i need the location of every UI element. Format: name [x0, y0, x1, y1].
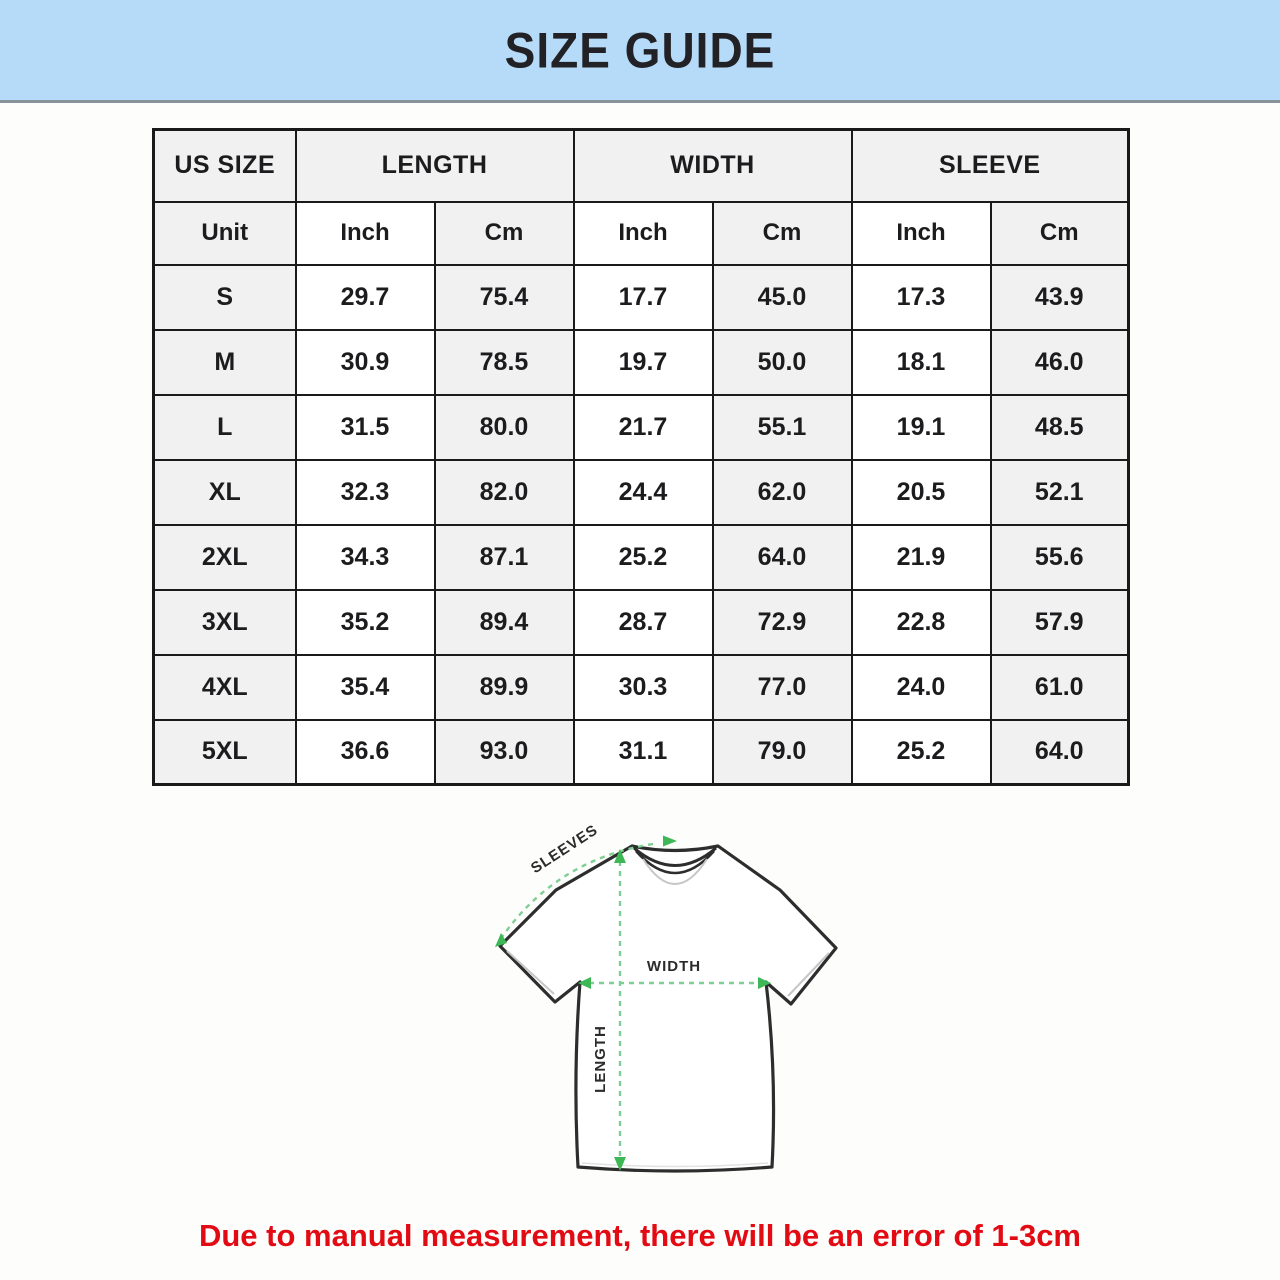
- measurement-cell: 89.9: [433, 653, 575, 721]
- measurement-cell: 31.5: [294, 393, 436, 461]
- unit-cell: Inch: [850, 200, 992, 266]
- size-cell: S: [152, 263, 297, 331]
- measurement-cell: 61.0: [989, 653, 1130, 721]
- tshirt-diagram: SLEEVES WIDTH LENGTH: [455, 803, 855, 1185]
- measurement-cell: 18.1: [850, 328, 992, 396]
- tshirt-outline: [498, 844, 838, 1173]
- table-row: S 29.7 75.4 17.7 45.0 17.3 43.9: [152, 263, 1130, 331]
- measurement-cell: 62.0: [711, 458, 853, 526]
- measurement-cell: 20.5: [850, 458, 992, 526]
- column-header-width: WIDTH: [572, 128, 853, 203]
- width-label: WIDTH: [647, 958, 701, 975]
- measurement-cell: 24.0: [850, 653, 992, 721]
- measurement-cell: 87.1: [433, 523, 575, 591]
- measurement-cell: 93.0: [433, 718, 575, 786]
- measurement-cell: 82.0: [433, 458, 575, 526]
- length-label: LENGTH: [592, 1025, 609, 1093]
- measurement-cell: 80.0: [433, 393, 575, 461]
- measurement-cell: 25.2: [572, 523, 714, 591]
- size-cell: 4XL: [152, 653, 297, 721]
- measurement-cell: 19.7: [572, 328, 714, 396]
- measurement-cell: 17.3: [850, 263, 992, 331]
- measurement-cell: 32.3: [294, 458, 436, 526]
- table-row: XL 32.3 82.0 24.4 62.0 20.5 52.1: [152, 458, 1130, 526]
- measurement-cell: 43.9: [989, 263, 1130, 331]
- column-header-length: LENGTH: [294, 128, 575, 203]
- footer-note: Due to manual measurement, there will be…: [198, 1218, 1082, 1253]
- measurement-cell: 64.0: [989, 718, 1130, 786]
- measurement-cell: 24.4: [572, 458, 714, 526]
- sleeve-arrow: [495, 835, 677, 947]
- measurement-cell: 78.5: [433, 328, 575, 396]
- unit-cell: Unit: [152, 200, 297, 266]
- measurement-cell: 28.7: [572, 588, 714, 656]
- measurement-cell: 64.0: [711, 523, 853, 591]
- size-cell: 3XL: [152, 588, 297, 656]
- size-cell: 2XL: [152, 523, 297, 591]
- table-row: M 30.9 78.5 19.7 50.0 18.1 46.0: [152, 328, 1130, 396]
- measurement-cell: 52.1: [989, 458, 1130, 526]
- measurement-cell: 57.9: [989, 588, 1130, 656]
- measurement-cell: 45.0: [711, 263, 853, 331]
- measurement-cell: 75.4: [433, 263, 575, 331]
- unit-cell: Cm: [989, 200, 1130, 266]
- unit-row: Unit Inch Cm Inch Cm Inch Cm: [152, 200, 1130, 266]
- banner: SIZE GUIDE: [0, 0, 1280, 103]
- measurement-cell: 34.3: [294, 523, 436, 591]
- measurement-cell: 31.1: [572, 718, 714, 786]
- size-cell: M: [152, 328, 297, 396]
- measurement-cell: 17.7: [572, 263, 714, 331]
- page-title: SIZE GUIDE: [504, 21, 776, 79]
- measurement-cell: 29.7: [294, 263, 436, 331]
- measurement-cell: 35.2: [294, 588, 436, 656]
- measurement-cell: 55.6: [989, 523, 1130, 591]
- unit-cell: Cm: [433, 200, 575, 266]
- measurement-cell: 25.2: [850, 718, 992, 786]
- measurement-cell: 50.0: [711, 328, 853, 396]
- measurement-cell: 72.9: [711, 588, 853, 656]
- measurement-cell: 35.4: [294, 653, 436, 721]
- column-header-sleeve: SLEEVE: [850, 128, 1130, 203]
- measurement-cell: 21.9: [850, 523, 992, 591]
- table-row: 2XL 34.3 87.1 25.2 64.0 21.9 55.6: [152, 523, 1130, 591]
- measurement-cell: 30.3: [572, 653, 714, 721]
- table-row: 5XL 36.6 93.0 31.1 79.0 25.2 64.0: [152, 718, 1130, 786]
- table-row: 4XL 35.4 89.9 30.3 77.0 24.0 61.0: [152, 653, 1130, 721]
- measurement-cell: 36.6: [294, 718, 436, 786]
- measurement-cell: 19.1: [850, 393, 992, 461]
- unit-cell: Inch: [294, 200, 436, 266]
- unit-cell: Cm: [711, 200, 853, 266]
- table-row: L 31.5 80.0 21.7 55.1 19.1 48.5: [152, 393, 1130, 461]
- size-table: US SIZE LENGTH WIDTH SLEEVE Unit Inch Cm…: [152, 128, 1131, 786]
- measurement-cell: 79.0: [711, 718, 853, 786]
- size-cell: XL: [152, 458, 297, 526]
- size-cell: L: [152, 393, 297, 461]
- table-row: 3XL 35.2 89.4 28.7 72.9 22.8 57.9: [152, 588, 1130, 656]
- width-arrow: [578, 977, 771, 989]
- measurement-cell: 46.0: [989, 328, 1130, 396]
- unit-cell: Inch: [572, 200, 714, 266]
- measurement-cell: 55.1: [711, 393, 853, 461]
- column-header-us-size: US SIZE: [152, 128, 297, 203]
- size-cell: 5XL: [152, 718, 297, 786]
- measurement-cell: 89.4: [433, 588, 575, 656]
- measurement-cell: 77.0: [711, 653, 853, 721]
- table-header-row: US SIZE LENGTH WIDTH SLEEVE: [152, 128, 1130, 203]
- measurement-cell: 21.7: [572, 393, 714, 461]
- measurement-cell: 30.9: [294, 328, 436, 396]
- measurement-cell: 22.8: [850, 588, 992, 656]
- length-arrow: [614, 849, 626, 1171]
- measurement-cell: 48.5: [989, 393, 1130, 461]
